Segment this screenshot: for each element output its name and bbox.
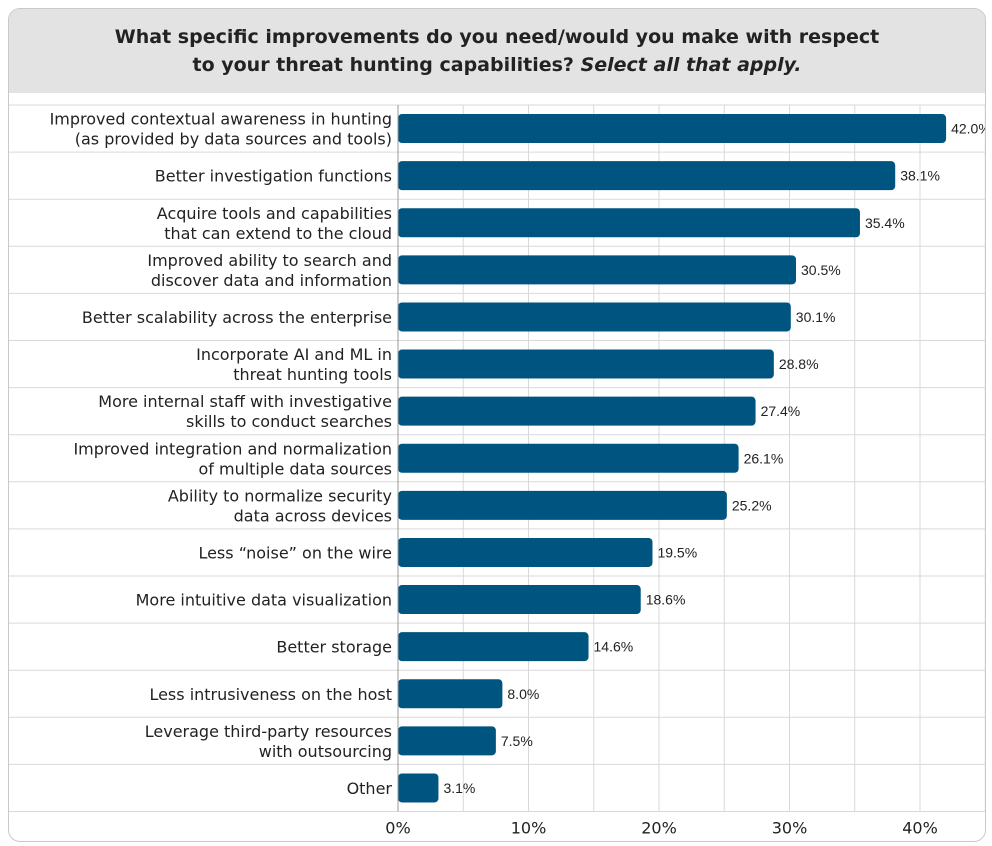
data-label: 3.1% <box>443 780 475 796</box>
x-tick-label: 0% <box>385 819 410 838</box>
category-label: Improved ability to search and <box>147 251 392 270</box>
x-tick-label: 30% <box>772 819 808 838</box>
data-label: 8.0% <box>507 686 539 702</box>
x-tick-label: 10% <box>511 819 547 838</box>
data-label: 30.1% <box>796 309 836 325</box>
category-label: that can extend to the cloud <box>164 224 392 243</box>
bar <box>398 396 756 426</box>
data-label: 14.6% <box>594 639 634 655</box>
bar <box>398 585 641 615</box>
bar-chart: 42.0% Improved contextual awareness in hu… <box>9 104 985 838</box>
bar <box>398 537 653 567</box>
x-tick-label: 40% <box>902 819 938 838</box>
chart-title-line-2: to your threat hunting capabilities? Sel… <box>9 51 985 79</box>
data-label: 26.1% <box>744 450 784 466</box>
data-label: 7.5% <box>501 733 533 749</box>
category-label: skills to conduct searches <box>186 412 392 431</box>
category-label: of multiple data sources <box>198 459 392 478</box>
data-label: 18.6% <box>646 592 686 608</box>
category-label: (as provided by data sources and tools) <box>75 130 392 149</box>
category-label: Less “noise” on the wire <box>198 543 392 562</box>
category-label: data across devices <box>234 506 392 525</box>
bar <box>398 632 589 662</box>
data-label: 25.2% <box>732 497 772 513</box>
bar <box>398 490 727 520</box>
category-label: Improved integration and normalization <box>73 439 392 458</box>
bar <box>398 679 503 709</box>
category-label: More intuitive data visualization <box>136 591 392 610</box>
category-label: Ability to normalize security <box>168 486 392 505</box>
data-label: 42.0% <box>951 121 985 137</box>
bar <box>398 208 860 238</box>
bar <box>398 349 774 379</box>
bar <box>398 161 896 191</box>
bar <box>398 302 791 332</box>
chart-title-instruction: Select all that apply. <box>580 54 802 76</box>
category-label: discover data and information <box>151 271 392 290</box>
bar <box>398 255 797 285</box>
data-label: 27.4% <box>761 403 801 419</box>
category-label: Better investigation functions <box>155 167 392 186</box>
bar <box>398 114 947 144</box>
chart-title: What specific improvements do you need/w… <box>9 9 985 93</box>
bar <box>398 443 739 473</box>
category-label: Leverage third-party resources <box>145 722 392 741</box>
category-label: Incorporate AI and ML in <box>196 345 392 364</box>
category-label: Less intrusiveness on the host <box>149 685 392 704</box>
category-label: Improved contextual awareness in hunting <box>50 110 392 129</box>
category-label: threat hunting tools <box>233 365 392 384</box>
category-label: Better storage <box>276 638 392 657</box>
data-label: 19.5% <box>657 544 697 560</box>
bar <box>398 773 439 803</box>
category-label: Better scalability across the enterprise <box>82 308 392 327</box>
data-label: 35.4% <box>865 215 905 231</box>
category-label: More internal staff with investigative <box>98 392 392 411</box>
category-label: Other <box>347 779 393 798</box>
data-label: 28.8% <box>779 356 819 372</box>
data-label: 30.5% <box>801 262 841 278</box>
category-label: Acquire tools and capabilities <box>157 204 392 223</box>
category-label: with outsourcing <box>259 742 392 761</box>
chart-title-line-1: What specific improvements do you need/w… <box>114 26 880 48</box>
data-label: 38.1% <box>900 168 940 184</box>
x-tick-label: 20% <box>641 819 677 838</box>
chart-title-line-2-main: to your threat hunting capabilities? <box>192 54 574 76</box>
chart-card: What specific improvements do you need/w… <box>8 8 986 842</box>
bar <box>398 726 496 756</box>
